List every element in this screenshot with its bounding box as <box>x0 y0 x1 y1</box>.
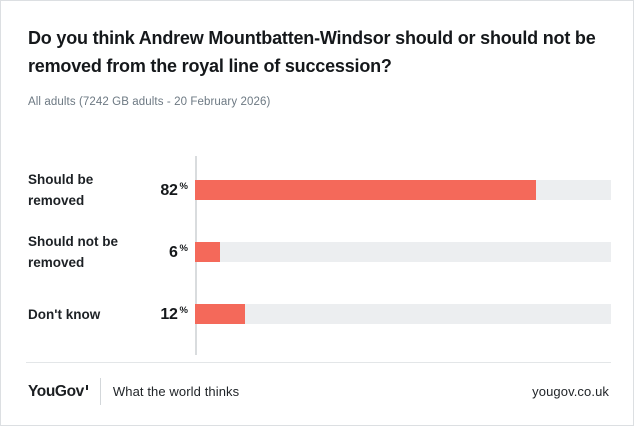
logo-tick-mark <box>85 384 88 390</box>
bar-fill <box>195 242 220 262</box>
bar <box>195 242 611 262</box>
value-label: 12% <box>140 305 188 324</box>
percent-sign: % <box>179 180 188 192</box>
bar-fill <box>195 180 537 200</box>
poll-question-title: Do you think Andrew Mountbatten-Windsor … <box>28 28 596 76</box>
footer-tagline: What the world thinks <box>112 384 240 399</box>
category-label: Should not be removed <box>28 234 118 270</box>
bar-track <box>195 242 611 262</box>
yougov-logo: YouGov <box>28 383 88 401</box>
footer: YouGov What the world thinks yougov.co.u… <box>1 363 633 424</box>
percent-sign: % <box>179 242 188 254</box>
value-number: 12 <box>160 305 178 323</box>
sample-subtitle: All adults (7242 GB adults - 20 February… <box>28 96 271 108</box>
percent-sign: % <box>179 304 188 316</box>
chart-rows: Should be removed 82% Should not be remo… <box>28 159 611 345</box>
category-label: Should be removed <box>28 172 94 208</box>
bar-track <box>195 304 611 324</box>
value-label: 82% <box>140 181 188 200</box>
bar <box>195 304 611 324</box>
value-label: 6% <box>140 243 188 262</box>
footer-vertical-divider <box>99 378 101 405</box>
header: Do you think Andrew Mountbatten-Windsor … <box>1 1 633 108</box>
value-number: 6 <box>168 243 178 261</box>
footer-divider-line <box>26 362 611 363</box>
bar <box>195 180 611 200</box>
value-number: 82 <box>160 181 178 199</box>
footer-website: yougov.co.uk <box>532 384 609 399</box>
chart-row: Should not be removed 6% <box>28 221 611 283</box>
bar-fill <box>195 304 245 324</box>
category-label: Don't know <box>28 306 101 322</box>
bar-chart: Should be removed 82% Should not be remo… <box>28 156 611 355</box>
chart-row: Should be removed 82% <box>28 159 611 221</box>
chart-row: Don't know 12% <box>28 283 611 345</box>
